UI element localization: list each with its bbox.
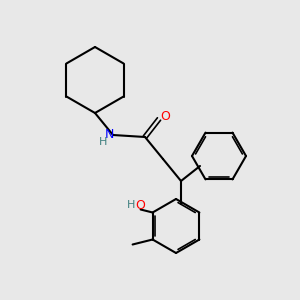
Text: H: H xyxy=(99,137,107,147)
Text: H: H xyxy=(126,200,135,211)
Text: O: O xyxy=(160,110,170,124)
Text: O: O xyxy=(136,199,146,212)
Text: N: N xyxy=(104,128,114,142)
